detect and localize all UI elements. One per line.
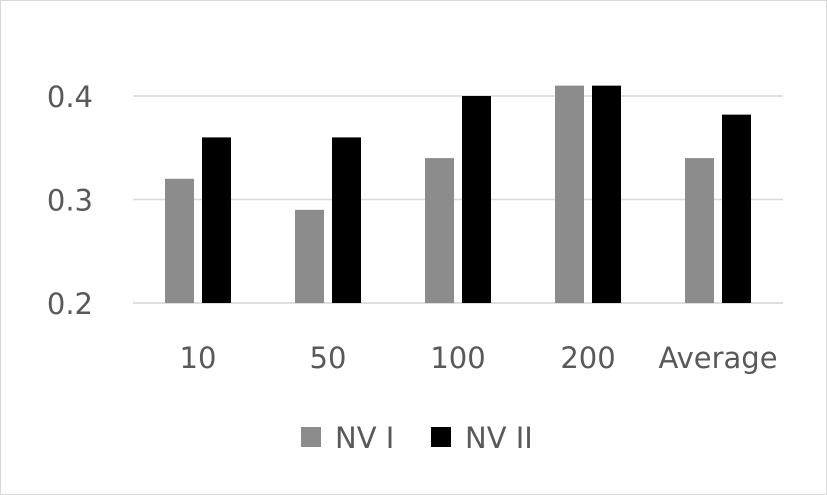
bar-nv-ii-average	[722, 114, 751, 303]
x-tick-label: 100	[430, 341, 485, 375]
legend-swatch	[431, 427, 451, 447]
y-tick-label: 0.4	[47, 80, 93, 114]
bar-nv-i-average	[685, 158, 714, 303]
bar-nv-i-50	[295, 209, 324, 303]
x-tick-label: 200	[560, 341, 615, 375]
legend-swatch	[301, 427, 321, 447]
x-tick-label: 10	[180, 341, 217, 375]
bar-nv-i-10	[165, 178, 194, 303]
bar-nv-i-100	[425, 158, 454, 303]
bar-nv-i-200	[555, 85, 584, 304]
bar-nv-ii-200	[592, 85, 621, 304]
x-tick-label: Average	[658, 341, 777, 375]
legend-label: NV II	[465, 421, 533, 455]
x-axis-ticks: 10 50 100 200 Average	[180, 341, 778, 375]
gridlines	[133, 95, 783, 304]
x-tick-label: 50	[310, 341, 347, 375]
bar-nv-ii-50	[332, 137, 361, 303]
bars	[165, 85, 751, 304]
bar-nv-ii-100	[462, 96, 491, 303]
y-tick-label: 0.2	[47, 287, 93, 321]
bar-nv-ii-10	[202, 137, 231, 303]
legend: NV I NV II	[301, 421, 533, 455]
legend-label: NV I	[335, 421, 394, 455]
y-axis-ticks: 0.2 0.3 0.4	[47, 80, 93, 321]
y-tick-label: 0.3	[47, 184, 93, 218]
